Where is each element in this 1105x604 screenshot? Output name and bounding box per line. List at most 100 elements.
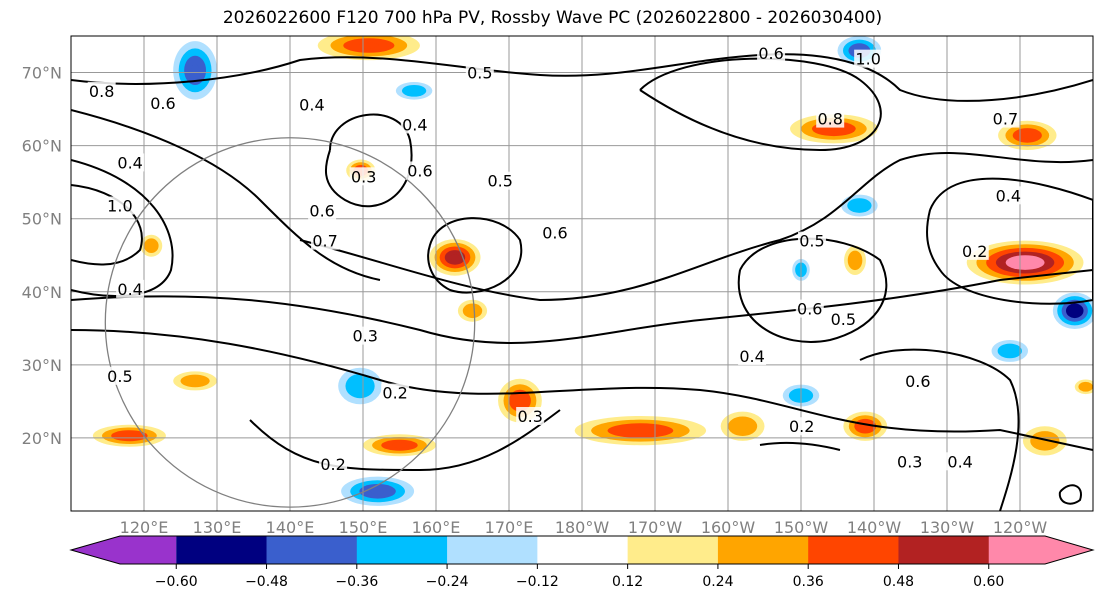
- contour-line: [71, 159, 174, 297]
- contour-label: 0.4: [947, 452, 972, 471]
- contour-label: 0.3: [897, 452, 922, 471]
- contour-label-bg: [349, 167, 378, 186]
- contour-label: 0.4: [739, 347, 764, 366]
- lon-tick-label: 160°E: [412, 518, 461, 537]
- colorbar-tick-label: −0.36: [335, 574, 378, 590]
- contour-line: [1058, 484, 1082, 505]
- colorbar-tick-label: 0.24: [702, 574, 733, 590]
- contour-label: 0.8: [89, 82, 114, 101]
- contour-label-bg: [946, 452, 975, 471]
- contour-label-bg: [895, 452, 924, 471]
- contour-label: 0.4: [299, 96, 324, 115]
- colorbar-tick-label: 0.60: [973, 574, 1004, 590]
- contour-label-bg: [787, 417, 816, 436]
- contour-label: 0.4: [996, 186, 1021, 205]
- contour-label-bg: [738, 347, 767, 366]
- contour-label-bg: [994, 186, 1023, 205]
- colorbar-tick-label: −0.60: [155, 574, 198, 590]
- anomaly-core: [358, 42, 379, 49]
- anomaly-core: [409, 87, 419, 94]
- colorbar-segment: [356, 536, 448, 564]
- contour-label: 0.6: [542, 224, 567, 243]
- map-frame: [70, 35, 1094, 512]
- lat-tick-label: 40°N: [22, 283, 62, 302]
- contour-line: [249, 409, 561, 472]
- colorbar-tick-label: −0.24: [426, 574, 469, 590]
- contour-label: 0.7: [312, 232, 337, 251]
- contour-label: 0.4: [117, 280, 142, 299]
- contour-line: [759, 441, 841, 451]
- contour-label: 0.3: [352, 327, 377, 346]
- lon-tick-label: 130°E: [193, 518, 242, 537]
- contour-labels: 0.5 0.6 1.0 0.8 0.6 0.4 0.4 0.8 0.7 0.4 0.3 0.6 0.5 1…: [87, 43, 1023, 474]
- lon-tick-label: 120°W: [993, 518, 1048, 537]
- contour-line: [427, 217, 523, 294]
- colorbar-segment: [176, 536, 268, 564]
- lon-tick-label: 180°W: [555, 518, 610, 537]
- colorbar-extend-min: [71, 536, 177, 564]
- contour-label: 0.7: [993, 110, 1018, 129]
- contour-label-bg: [516, 407, 545, 425]
- colorbar-segment: [627, 536, 719, 564]
- anomaly-core: [1005, 347, 1015, 354]
- contour-label: 0.5: [799, 232, 824, 251]
- contour-line: [639, 57, 882, 152]
- lat-tick-label: 20°N: [22, 429, 62, 448]
- contour-label-bg: [351, 326, 380, 345]
- contour-label-bg: [797, 231, 826, 250]
- contour-label-bg: [148, 94, 177, 113]
- contour-label-bg: [540, 223, 569, 242]
- contour-label-bg: [105, 366, 134, 385]
- contour-line: [926, 177, 1093, 305]
- lat-tick-label: 70°N: [22, 64, 62, 83]
- colorbar-segment: [447, 536, 538, 564]
- contour-label-bg: [816, 109, 845, 128]
- anomaly-core: [370, 488, 385, 495]
- lat-tick-label: 30°N: [22, 356, 62, 375]
- lon-tick-label: 140°W: [847, 518, 902, 537]
- contour-label: 0.2: [962, 242, 987, 261]
- contour-label: 0.5: [831, 310, 856, 329]
- anomaly-core: [189, 377, 201, 384]
- contour-label-bg: [960, 241, 989, 260]
- contour-label-bg: [405, 161, 434, 180]
- contour-label: 0.4: [117, 153, 142, 172]
- contour-label-bg: [319, 455, 348, 474]
- contour-label-bg: [991, 109, 1020, 128]
- gridlines: [71, 36, 1093, 511]
- contour-label: 0.6: [407, 161, 432, 180]
- pv-contours: [71, 53, 1093, 511]
- contour-label-bg: [903, 371, 932, 390]
- lat-tick-label: 60°N: [22, 137, 62, 156]
- colorbar-segment: [266, 536, 358, 564]
- contour-line: [71, 184, 143, 266]
- contour-label: 0.3: [351, 167, 376, 186]
- contour-label: 0.4: [402, 115, 427, 134]
- contour-label: 0.6: [150, 94, 175, 113]
- contour-label: 0.5: [488, 172, 513, 191]
- contour-label: 0.3: [517, 407, 542, 426]
- chart-title: 2026022600 F120 700 hPa PV, Rossby Wave …: [222, 8, 883, 28]
- contour-label-bg: [311, 231, 340, 250]
- region-circle-outline: [104, 137, 476, 508]
- anomaly-core: [1021, 132, 1033, 139]
- lon-tick-label: 130°W: [920, 518, 975, 537]
- contour-label-bg: [400, 115, 429, 134]
- colorbar-tick-label: 0.36: [793, 574, 824, 590]
- lon-tick-label: 150°E: [339, 518, 388, 537]
- colorbar-tick-label: 0.48: [883, 574, 914, 590]
- colorbar-tick-label: −0.12: [516, 574, 559, 590]
- anomaly-core: [1071, 307, 1079, 314]
- anomaly-core: [1016, 259, 1034, 266]
- colorbar-segment: [808, 536, 899, 564]
- contour-line: [71, 329, 1093, 451]
- anomaly-core: [354, 381, 366, 391]
- colorbar: −0.60 −0.48 −0.36 −0.24 −0.12 0.12 0.24 0.36 0.4…: [69, 535, 1095, 590]
- axis-tick-labels: 120°E 130°E 140°E 150°E 160°E 170°E 180°W 170°W…: [22, 64, 1048, 537]
- contour-label-bg: [105, 196, 134, 215]
- colorbar-tick-label: −0.48: [245, 574, 288, 590]
- anomaly-core: [190, 64, 200, 77]
- contour-label: 0.8: [817, 110, 842, 129]
- anomaly-core: [855, 202, 864, 209]
